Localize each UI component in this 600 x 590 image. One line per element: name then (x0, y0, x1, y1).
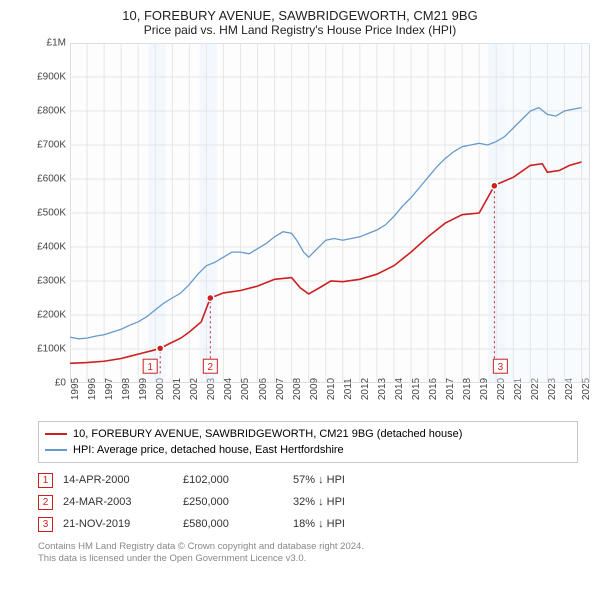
event-price: £102,000 (183, 474, 283, 486)
event-marker-box: 2 (38, 495, 53, 510)
legend-label: HPI: Average price, detached house, East… (73, 444, 344, 456)
y-axis-label: £300K (30, 276, 66, 287)
legend-row: 10, FOREBURY AVENUE, SAWBRIDGEWORTH, CM2… (45, 426, 571, 442)
y-axis-label: £100K (30, 344, 66, 355)
event-diff: 57% ↓ HPI (293, 474, 345, 486)
legend-label: 10, FOREBURY AVENUE, SAWBRIDGEWORTH, CM2… (73, 428, 462, 440)
footnote-line-2: This data is licensed under the Open Gov… (38, 553, 578, 565)
marker-point (157, 345, 164, 352)
event-diff: 18% ↓ HPI (293, 518, 345, 530)
y-axis-label: £1M (30, 38, 66, 49)
y-axis-label: £0 (30, 378, 66, 389)
event-price: £250,000 (183, 496, 283, 508)
marker-label: 3 (498, 362, 504, 373)
event-row: 2 24-MAR-2003 £250,000 32% ↓ HPI (38, 491, 578, 513)
legend-swatch (45, 449, 67, 451)
events-table: 1 14-APR-2000 £102,000 57% ↓ HPI 2 24-MAR-200… (38, 469, 578, 535)
y-axis-label: £900K (30, 72, 66, 83)
marker-point (207, 295, 214, 302)
chart-area: £0 £100K £200K £300K £400K £500K £600K £700K £80… (30, 43, 590, 413)
footnote-line-1: Contains HM Land Registry data © Crown c… (38, 541, 578, 553)
chart-svg: 1 2 3 (70, 43, 590, 383)
event-date: 14-APR-2000 (63, 474, 173, 486)
event-marker-box: 3 (38, 517, 53, 532)
legend: 10, FOREBURY AVENUE, SAWBRIDGEWORTH, CM2… (38, 421, 578, 463)
event-row: 1 14-APR-2000 £102,000 57% ↓ HPI (38, 469, 578, 491)
event-row: 3 21-NOV-2019 £580,000 18% ↓ HPI (38, 513, 578, 535)
marker-label: 2 (208, 362, 214, 373)
y-axis-label: £500K (30, 208, 66, 219)
legend-swatch (45, 433, 67, 435)
footnote: Contains HM Land Registry data © Crown c… (38, 541, 578, 565)
event-marker-box: 1 (38, 473, 53, 488)
y-axis-label: £700K (30, 140, 66, 151)
event-date: 21-NOV-2019 (63, 518, 173, 530)
marker-point (491, 182, 498, 189)
y-axis-label: £200K (30, 310, 66, 321)
chart-title: 10, FOREBURY AVENUE, SAWBRIDGEWORTH, CM2… (10, 8, 590, 23)
event-price: £580,000 (183, 518, 283, 530)
y-axis-label: £600K (30, 174, 66, 185)
legend-row: HPI: Average price, detached house, East… (45, 442, 571, 458)
chart-subtitle: Price paid vs. HM Land Registry's House … (10, 23, 590, 37)
marker-label: 1 (147, 362, 153, 373)
y-axis-label: £400K (30, 242, 66, 253)
y-axis-label: £800K (30, 106, 66, 117)
event-date: 24-MAR-2003 (63, 496, 173, 508)
event-diff: 32% ↓ HPI (293, 496, 345, 508)
